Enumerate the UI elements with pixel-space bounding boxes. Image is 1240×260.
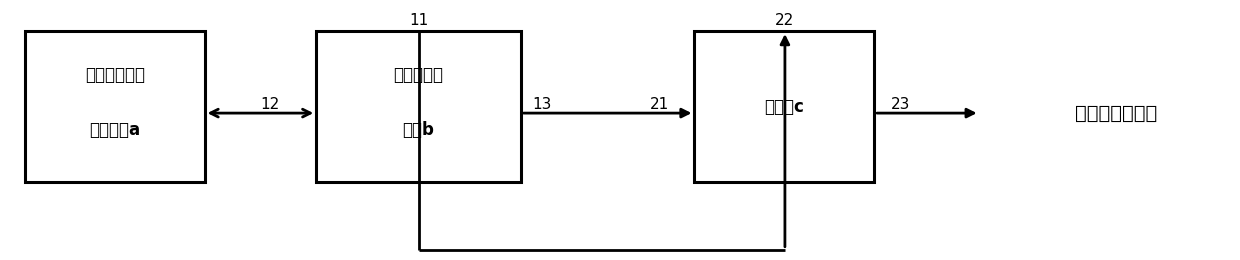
Text: 三端口光环: 三端口光环	[393, 66, 444, 84]
Text: 13: 13	[532, 96, 552, 112]
Text: 集成外腔半导: 集成外腔半导	[84, 66, 145, 84]
Text: 耦合器c: 耦合器c	[764, 98, 805, 116]
Text: 22: 22	[775, 13, 795, 28]
Bar	[694, 31, 874, 182]
Bar	[25, 31, 205, 182]
Text: 11: 11	[409, 13, 429, 28]
Text: 体激光器a: 体激光器a	[89, 121, 140, 139]
Text: 21: 21	[650, 96, 670, 112]
Bar	[316, 31, 521, 182]
Text: 形器b: 形器b	[403, 121, 434, 139]
Text: 混沌光信号输出: 混沌光信号输出	[1075, 103, 1157, 123]
Text: 12: 12	[260, 96, 280, 112]
Text: 23: 23	[890, 96, 910, 112]
